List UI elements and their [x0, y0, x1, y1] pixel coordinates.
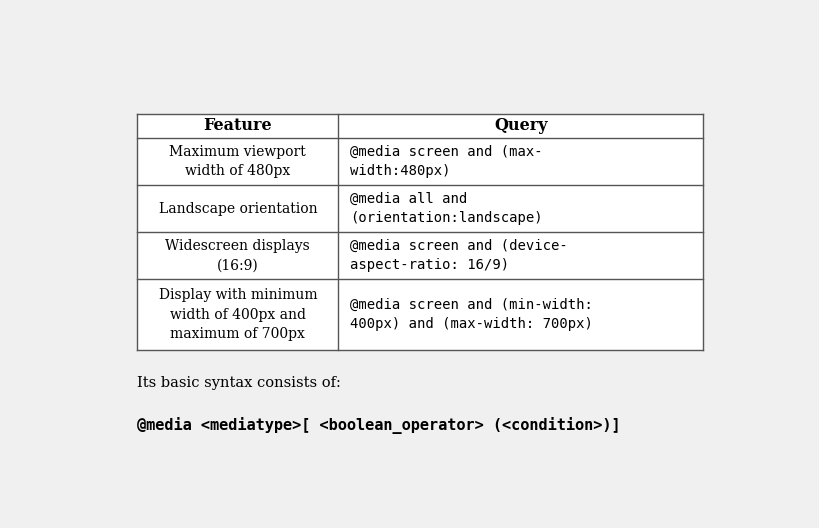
Bar [138, 114, 702, 350]
Text: @media screen and (device-
aspect-ratio: 16/9): @media screen and (device- aspect-ratio:… [349, 239, 567, 272]
Text: @media screen and (min-width:
400px) and (max-width: 700px): @media screen and (min-width: 400px) and… [349, 298, 592, 332]
Text: @media <mediatype>[ <boolean_operator> (<condition>)]: @media <mediatype>[ <boolean_operator> (… [138, 417, 620, 433]
Text: Maximum viewport
width of 480px: Maximum viewport width of 480px [170, 145, 305, 178]
Text: @media screen and (max-
width:480px): @media screen and (max- width:480px) [349, 145, 541, 178]
Text: Its basic syntax consists of:: Its basic syntax consists of: [138, 375, 341, 390]
Text: Display with minimum
width of 400px and
maximum of 700px: Display with minimum width of 400px and … [158, 288, 317, 341]
Text: Landscape orientation: Landscape orientation [158, 202, 317, 215]
Text: Feature: Feature [203, 117, 272, 135]
Text: Query: Query [493, 117, 547, 135]
Text: @media all and
(orientation:landscape): @media all and (orientation:landscape) [349, 192, 541, 225]
Text: Widescreen displays
(16:9): Widescreen displays (16:9) [165, 239, 310, 272]
